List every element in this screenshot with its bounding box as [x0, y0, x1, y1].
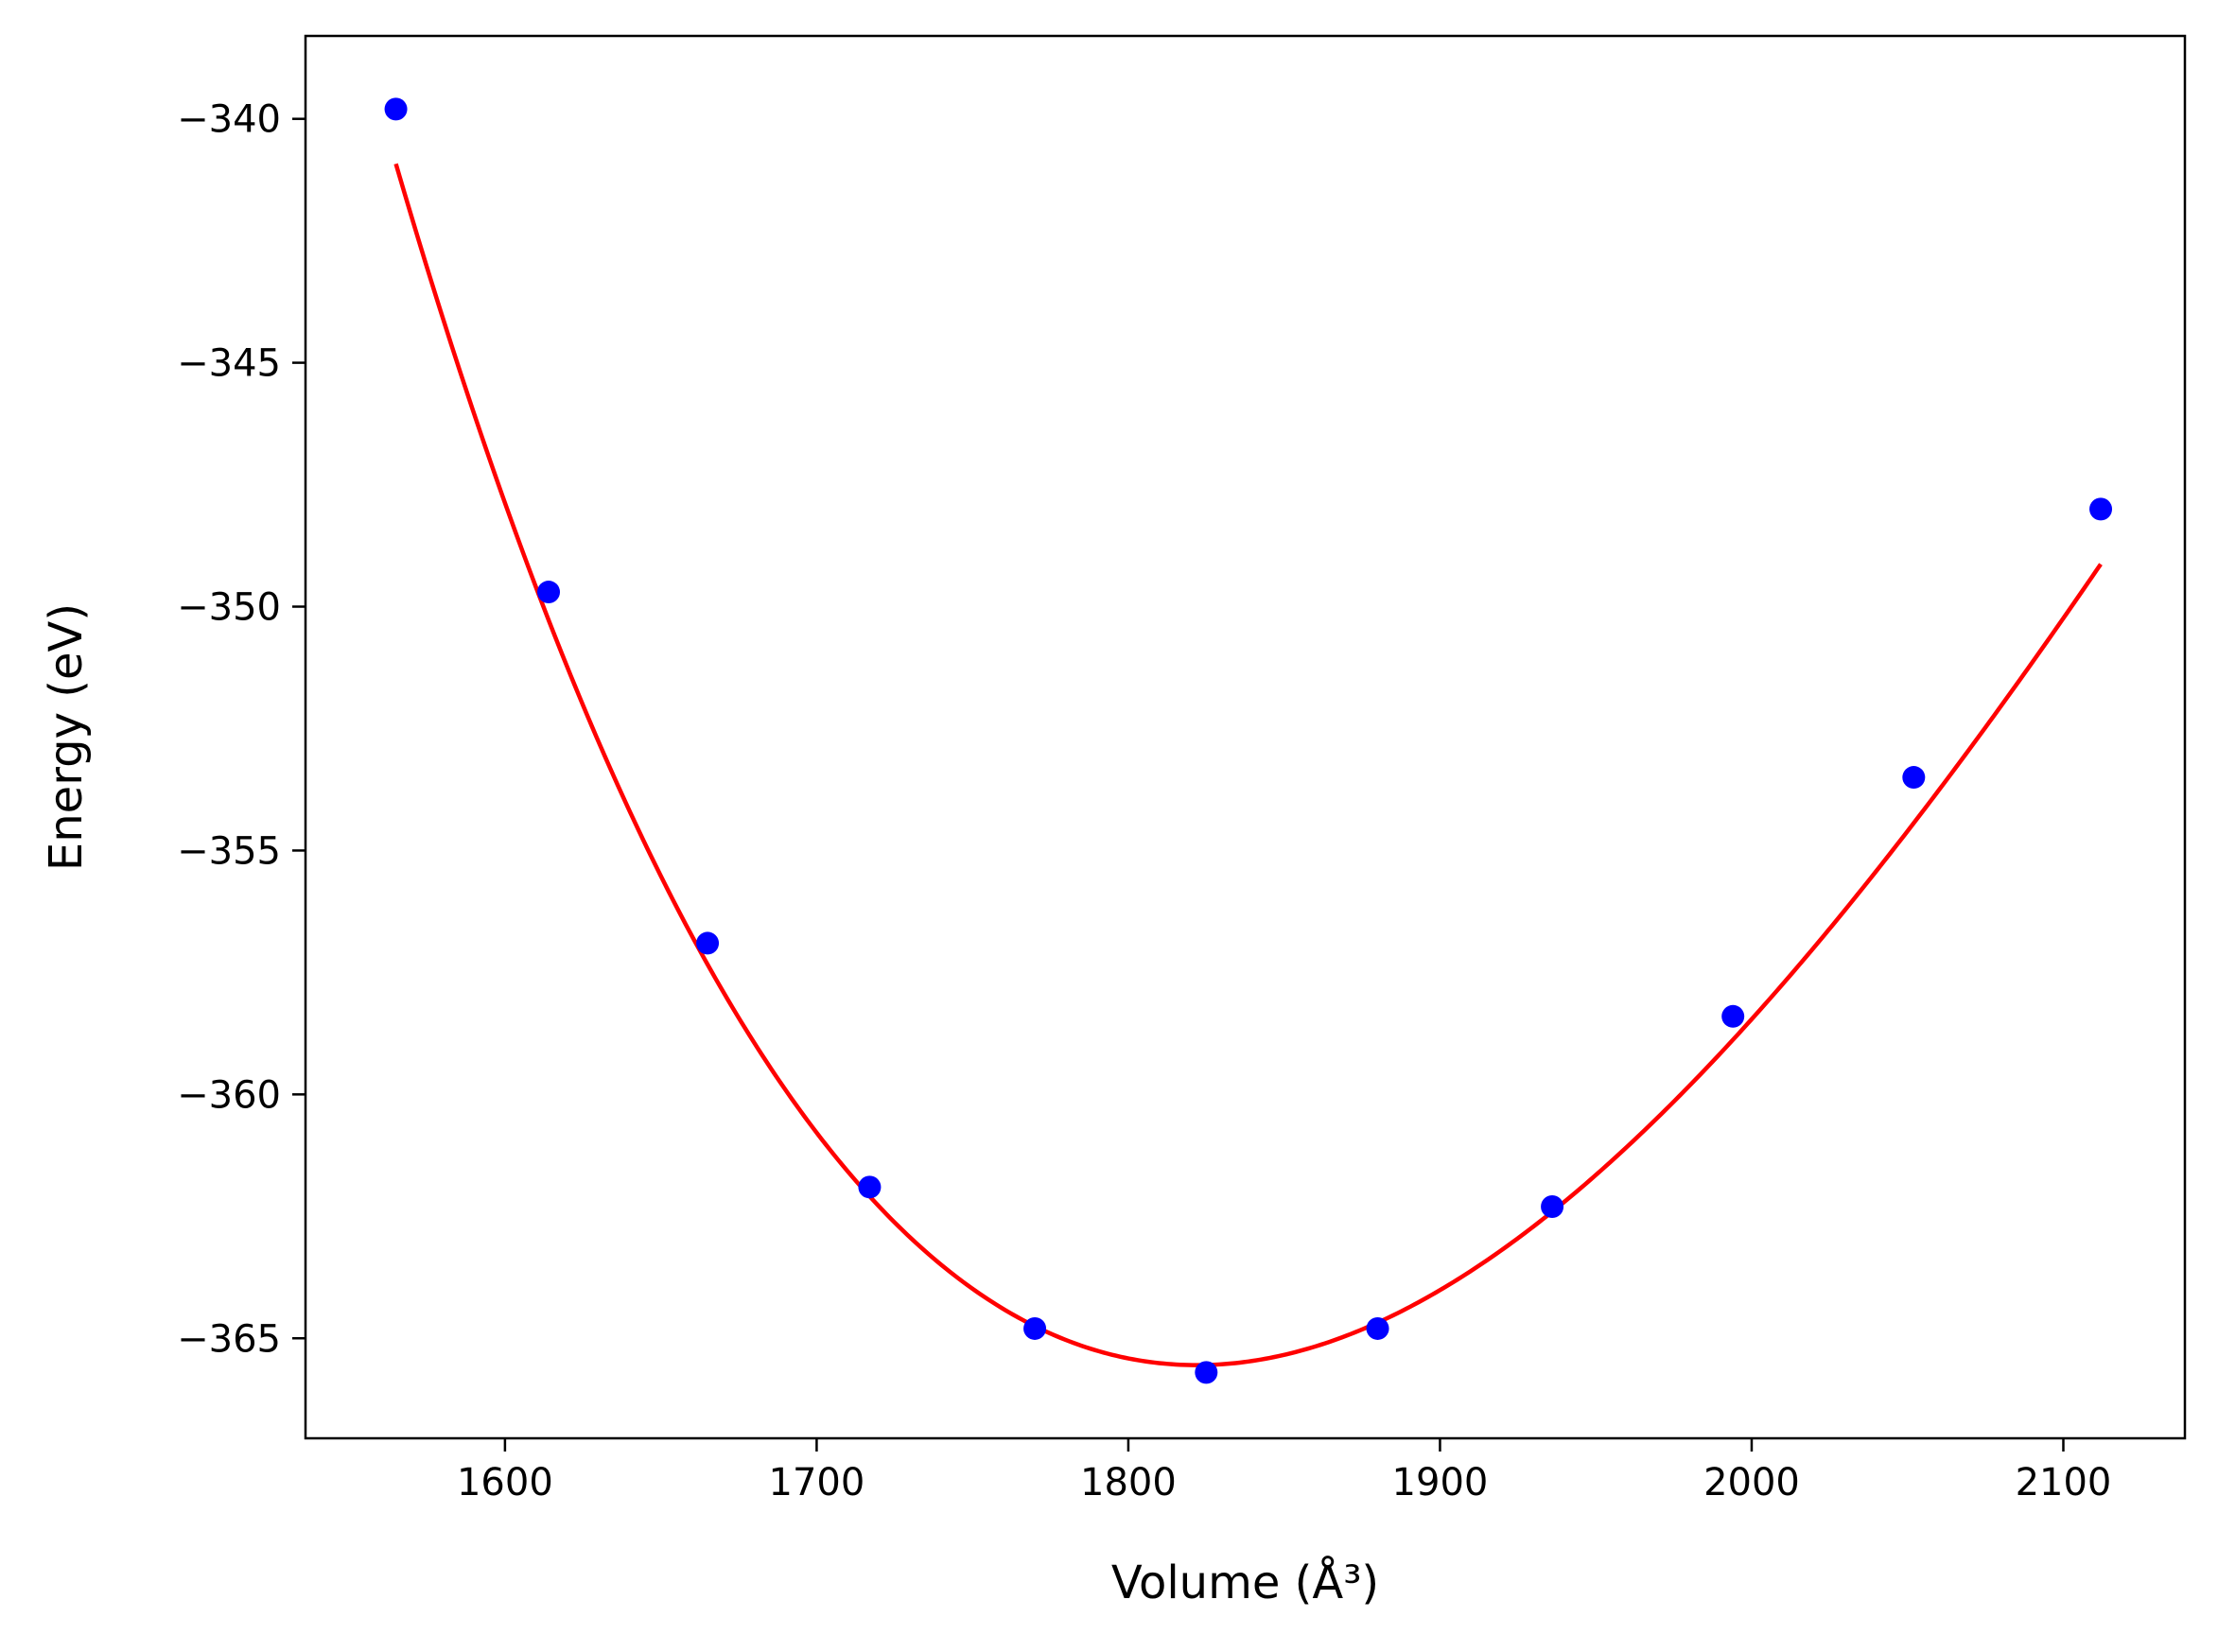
data-point [1721, 1004, 1745, 1028]
axes-layer: 1600 1700 1800 1900 2000 2100 −340 −345 −350 −355… [177, 34, 2187, 1504]
x-tick-label: 2100 [2016, 1461, 2112, 1504]
data-point [696, 931, 720, 955]
y-tick-label: −355 [177, 829, 281, 873]
data-points-layer [384, 97, 2113, 1384]
data-point [1023, 1316, 1047, 1340]
data-point [858, 1175, 882, 1199]
x-tick-label: 1700 [769, 1461, 865, 1504]
y-tick-label: −350 [177, 586, 281, 630]
data-point [1195, 1361, 1218, 1384]
data-point [537, 581, 561, 604]
fit-curve-layer [393, 163, 2103, 1367]
y-tick-label: −365 [177, 1317, 281, 1361]
x-tick-label: 1800 [1080, 1461, 1177, 1504]
x-tick-label: 2000 [1703, 1461, 1800, 1504]
data-point [1366, 1316, 1389, 1340]
y-tick-label: −340 [177, 98, 281, 142]
data-point [2089, 497, 2113, 521]
fit-curve [393, 163, 2103, 1367]
x-axis-label: Volume (Å³) [1111, 1556, 1379, 1609]
y-axis-label: Energy (eV) [40, 603, 93, 871]
data-point [384, 97, 408, 121]
data-point [1902, 766, 1926, 790]
data-point [1541, 1194, 1564, 1218]
x-tick-label: 1600 [457, 1461, 553, 1504]
y-tick-label: −345 [177, 342, 281, 386]
x-tick-label: 1900 [1392, 1461, 1489, 1504]
axes-frame [304, 34, 2187, 1440]
y-tick-label: −360 [177, 1073, 281, 1117]
